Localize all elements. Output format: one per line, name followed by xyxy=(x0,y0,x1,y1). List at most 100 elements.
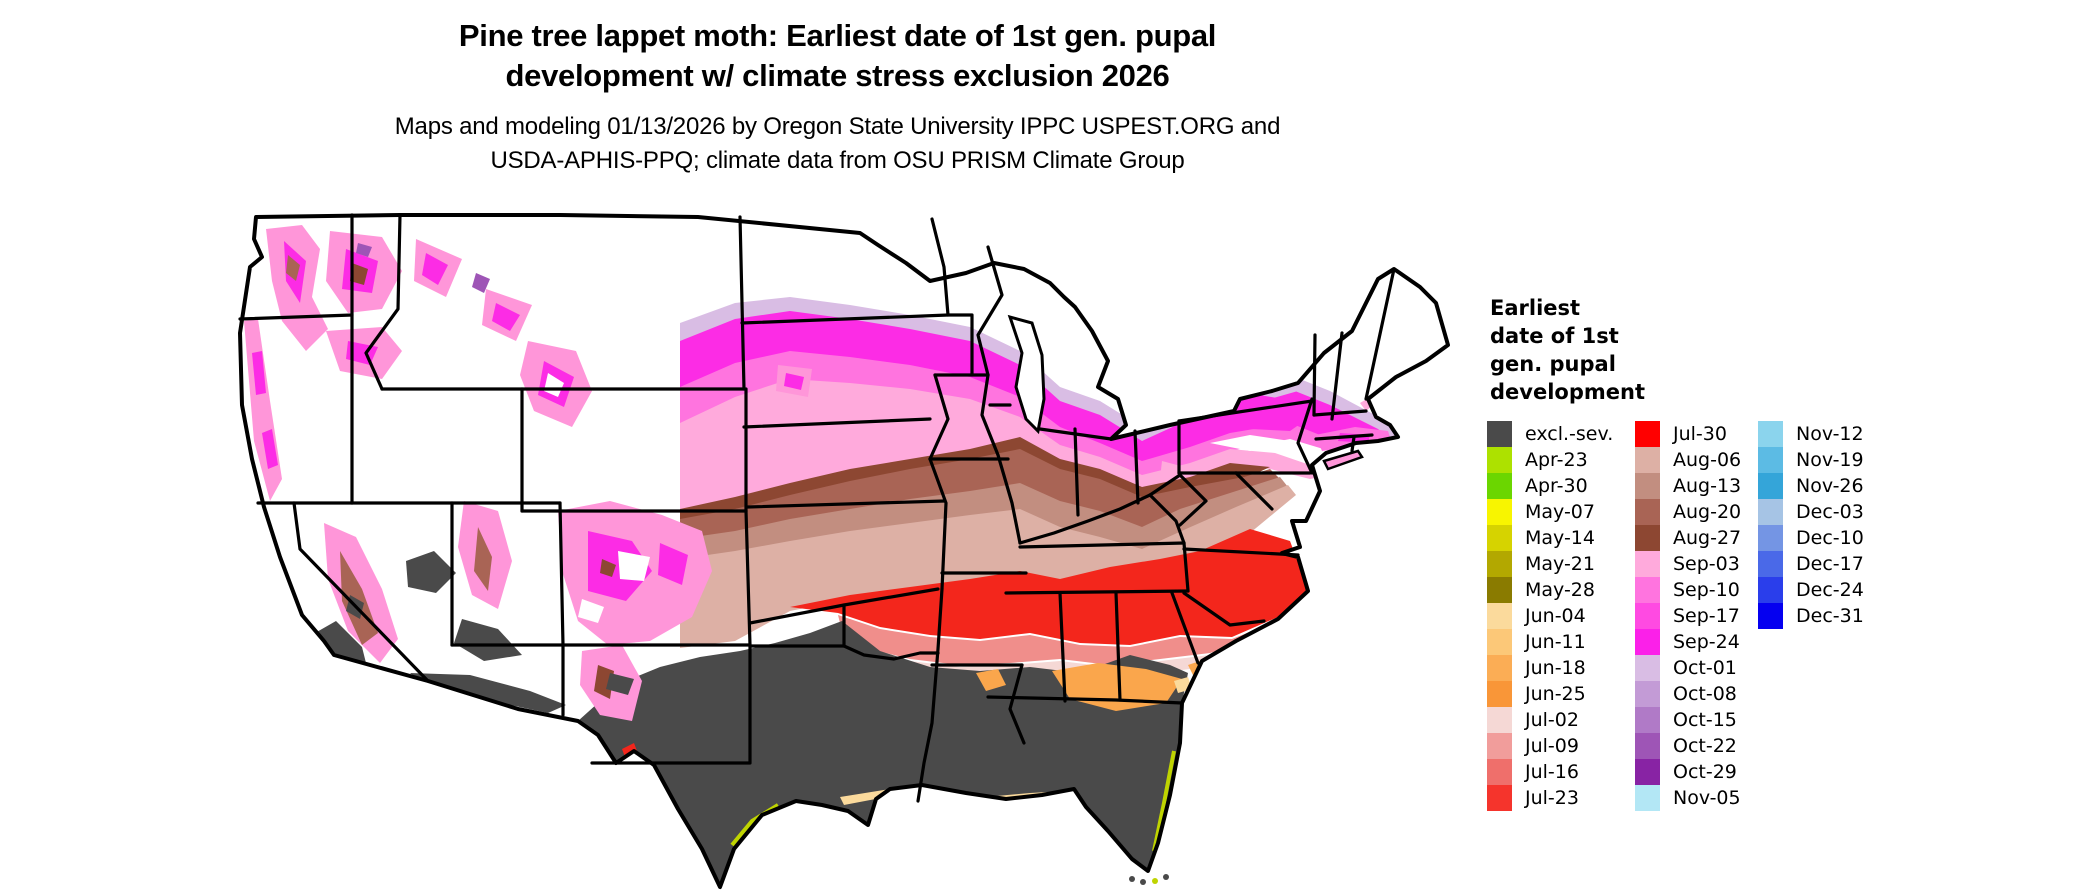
legend-entry: Dec-31 xyxy=(1758,603,1864,629)
legend-swatch xyxy=(1487,447,1512,473)
legend-entry: Apr-30 xyxy=(1487,473,1613,499)
legend-swatch xyxy=(1487,681,1512,707)
legend-label: Nov-19 xyxy=(1796,449,1864,471)
zone-aug20 xyxy=(680,449,1280,541)
legend-entry: Sep-24 xyxy=(1635,629,1741,655)
legend-title-line3: gen. pupal xyxy=(1490,352,1616,376)
legend-label: Dec-10 xyxy=(1796,527,1864,549)
legend-label: Sep-24 xyxy=(1673,631,1740,653)
legend-entry: Jun-04 xyxy=(1487,603,1613,629)
legend-swatch xyxy=(1758,499,1783,525)
legend-entry: Aug-20 xyxy=(1635,499,1741,525)
page-subtitle-line2: USDA-APHIS-PPQ; climate data from OSU PR… xyxy=(490,147,1185,174)
florida-keys xyxy=(1129,874,1169,885)
legend-column-1: excl.-sev. Apr-23 Apr-30 May-07 May-14 May-21… xyxy=(1487,421,1613,811)
legend-label: Nov-26 xyxy=(1796,475,1864,497)
legend-entry: Dec-24 xyxy=(1758,577,1864,603)
zone-aug06 xyxy=(680,485,1296,648)
legend-entry: Oct-01 xyxy=(1635,655,1741,681)
legend-swatch xyxy=(1487,707,1512,733)
zone-excluded-south xyxy=(578,621,1188,887)
zone-coast-range xyxy=(244,319,282,501)
legend-entry: Jun-25 xyxy=(1487,681,1613,707)
legend-entry: May-21 xyxy=(1487,551,1613,577)
legend-swatch xyxy=(1487,473,1512,499)
legend-label: Aug-13 xyxy=(1673,475,1742,497)
legend-entry: Dec-03 xyxy=(1758,499,1864,525)
legend-swatch xyxy=(1635,551,1660,577)
legend-label: Jul-30 xyxy=(1673,423,1727,445)
legend-label: excl.-sev. xyxy=(1525,423,1614,445)
legend-swatch xyxy=(1635,759,1660,785)
legend-label: Oct-29 xyxy=(1673,761,1737,783)
legend-entry: Aug-13 xyxy=(1635,473,1741,499)
legend-swatch xyxy=(1487,733,1512,759)
legend-swatch xyxy=(1635,447,1660,473)
legend-label: Oct-22 xyxy=(1673,735,1737,757)
page-subtitle: Maps and modeling 01/13/2026 by Oregon S… xyxy=(230,110,1445,178)
legend-entry: Dec-17 xyxy=(1758,551,1864,577)
zone-yellowgreen-fl-east xyxy=(1152,750,1176,852)
legend-title-line1: Earliest xyxy=(1490,296,1581,320)
legend-swatch xyxy=(1635,785,1660,811)
legend-entry: Jul-30 xyxy=(1635,421,1741,447)
legend-swatch xyxy=(1635,525,1660,551)
legend-label: Oct-08 xyxy=(1673,683,1737,705)
legend-label: Jul-23 xyxy=(1525,787,1579,809)
zone-pa-ridges xyxy=(1210,435,1290,451)
legend-swatch xyxy=(1487,551,1512,577)
legend-entry: Jul-09 xyxy=(1487,733,1613,759)
zone-montana-rockies xyxy=(414,239,532,341)
legend-swatch xyxy=(1487,603,1512,629)
legend-swatch xyxy=(1487,421,1512,447)
title-block: Pine tree lappet moth: Earliest date of … xyxy=(230,16,1445,178)
legend-swatch xyxy=(1487,759,1512,785)
legend-column-2: Jul-30 Aug-06 Aug-13 Aug-20 Aug-27 Sep-03 Sep-… xyxy=(1635,421,1741,811)
legend-entry: Jul-02 xyxy=(1487,707,1613,733)
legend-entry: Oct-22 xyxy=(1635,733,1741,759)
legend-entry: May-14 xyxy=(1487,525,1613,551)
legend-label: Oct-01 xyxy=(1673,657,1737,679)
legend-swatch xyxy=(1487,785,1512,811)
legend-entry: Nov-05 xyxy=(1635,785,1741,811)
legend-label: Apr-30 xyxy=(1525,475,1588,497)
legend-swatch xyxy=(1635,577,1660,603)
map-legend: Earliest date of 1st gen. pupal developm… xyxy=(1487,294,1907,811)
legend-label: Nov-12 xyxy=(1796,423,1864,445)
zone-new-mexico-ranges xyxy=(580,645,642,721)
legend-swatch xyxy=(1635,733,1660,759)
legend-label: Oct-15 xyxy=(1673,709,1737,731)
legend-title-line2: date of 1st xyxy=(1490,324,1619,348)
legend-label: Jun-04 xyxy=(1525,605,1586,627)
legend-entry: Sep-17 xyxy=(1635,603,1741,629)
legend-label: Dec-03 xyxy=(1796,501,1864,523)
legend-swatch xyxy=(1635,603,1660,629)
legend-label: Aug-06 xyxy=(1673,449,1742,471)
zone-colorado-rockies xyxy=(558,501,712,645)
legend-swatch xyxy=(1487,577,1512,603)
legend-column-3: Nov-12 Nov-19 Nov-26 Dec-03 Dec-10 Dec-17 Dec-… xyxy=(1758,421,1864,629)
us-map-svg xyxy=(238,213,1450,889)
legend-label: Jun-18 xyxy=(1525,657,1586,679)
page-title: Pine tree lappet moth: Earliest date of … xyxy=(230,16,1445,96)
zone-gray-az-mid xyxy=(454,619,522,661)
legend-title: Earliest date of 1st gen. pupal developm… xyxy=(1490,294,1907,406)
legend-label: Apr-23 xyxy=(1525,449,1588,471)
legend-entry: Jul-23 xyxy=(1487,785,1613,811)
legend-entry: Oct-08 xyxy=(1635,681,1741,707)
legend-label: May-07 xyxy=(1525,501,1595,523)
legend-entry: Apr-23 xyxy=(1487,447,1613,473)
legend-entry: May-07 xyxy=(1487,499,1613,525)
zone-wasatch xyxy=(458,501,512,609)
zone-gray-az-border xyxy=(410,673,566,713)
legend-label: Sep-17 xyxy=(1673,605,1740,627)
lake-michigan xyxy=(1007,314,1046,435)
legend-swatch xyxy=(1635,499,1660,525)
legend-label: Aug-20 xyxy=(1673,501,1742,523)
legend-entry: Oct-29 xyxy=(1635,759,1741,785)
legend-swatch xyxy=(1758,603,1783,629)
legend-label: Jul-16 xyxy=(1525,761,1579,783)
legend-label: May-14 xyxy=(1525,527,1595,549)
legend-label: Jul-02 xyxy=(1525,709,1579,731)
legend-swatch xyxy=(1758,447,1783,473)
